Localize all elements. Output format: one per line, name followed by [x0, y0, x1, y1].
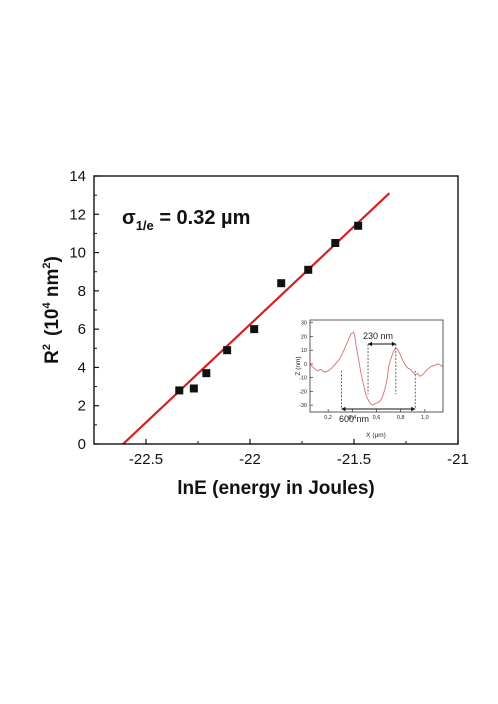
inset-annotation-230nm: 230 nm [363, 331, 393, 341]
inset-profile-line [309, 331, 444, 406]
main-y-tick-label: 10 [69, 245, 86, 262]
inset-y-axis-title: Z (nm) [295, 356, 302, 375]
inset-y-tick-label: -10 [299, 376, 307, 382]
inset-x-tick-label: 0,8 [397, 415, 405, 421]
inset-annotation-600nm: 600 nm [339, 414, 369, 424]
inset-y-tick-label: 30 [301, 321, 307, 327]
arrow-600nm-head-right [411, 406, 416, 412]
sigma-value: = 0.32 µm [154, 207, 251, 229]
y-title-unit-mid: nm [42, 269, 63, 303]
y-title-base: R [42, 350, 63, 364]
fit-line-group [122, 192, 391, 445]
data-point [354, 221, 363, 230]
inset-y-tick-label: 20 [301, 334, 307, 340]
inset-frame [309, 319, 444, 413]
main-y-tick-labels: 0 2 4 6 8 10 12 14 [69, 168, 86, 453]
inset-x-tick-label: 0,4 [348, 415, 356, 421]
inset-y-tick-label: 0 [304, 362, 307, 368]
data-point [175, 386, 184, 395]
inset-profile-group [309, 331, 444, 406]
main-plot-frame [93, 175, 459, 445]
main-chart: -22.5 -22 -21.5 -21 0 2 4 6 8 10 12 14 σ1/e = 0.32… [41, 168, 469, 499]
arrow-230nm-head-left [368, 341, 373, 347]
main-y-tick-label: 0 [78, 436, 86, 453]
main-y-tick-label: 2 [78, 398, 86, 415]
data-point [250, 325, 259, 334]
main-x-tick-label: -22.5 [129, 451, 163, 468]
arrow-230nm-head-right [391, 341, 396, 347]
data-points-group [175, 221, 363, 395]
data-point [223, 346, 232, 355]
data-point [277, 279, 286, 288]
main-y-tick-label: 14 [69, 168, 86, 185]
y-title-unit-open: (10 [42, 309, 63, 336]
inset-y-tick-labels: -30 -20 -10 0 10 20 30 [299, 321, 307, 409]
main-x-tick-label: -21.5 [337, 451, 371, 468]
data-point [189, 384, 198, 393]
inset-x-tick-label: 1,0 [421, 415, 429, 421]
main-y-tick-label: 8 [78, 283, 86, 300]
arrow-600nm-head-left [341, 406, 346, 412]
main-y-tick-label: 4 [78, 359, 86, 376]
y-title-sup: 2 [41, 344, 53, 350]
main-x-tick-label: -22 [239, 451, 261, 468]
inset-guide-lines [341, 341, 416, 412]
fit-line [122, 192, 391, 445]
inset-y-tick-label: -30 [299, 403, 307, 409]
y-title-unit-sup2: 2 [41, 262, 53, 268]
main-x-tick-label: -21 [447, 451, 469, 468]
main-y-axis-title: R2(104 nm2) [41, 256, 63, 364]
main-x-axis-title: lnE (energy in Joules) [177, 478, 374, 499]
inset-y-tick-label: 10 [301, 348, 307, 354]
data-point [331, 239, 340, 247]
inset-x-tick-label: 0,2 [324, 415, 332, 421]
sigma-subscript: 1/e [136, 218, 154, 233]
sigma-symbol: σ [122, 207, 136, 229]
inset-y-tick-label: -20 [299, 389, 307, 395]
main-y-tick-label: 6 [78, 321, 86, 338]
y-title-unit-close: ) [42, 256, 63, 262]
y-title-unit-sup1: 4 [41, 302, 53, 309]
main-y-tick-label: 12 [69, 206, 86, 223]
inset-x-tick-label: 0,6 [373, 415, 381, 421]
data-point [304, 265, 313, 274]
inset-x-tick-labels: 0,2 0,4 0,6 0,8 1,0 [324, 415, 428, 421]
inset-background [310, 320, 443, 412]
data-point [202, 369, 211, 378]
main-x-tick-labels: -22.5 -22 -21.5 -21 [129, 451, 469, 468]
sigma-annotation: σ1/e = 0.32 µm [122, 207, 250, 233]
inset-x-axis-title: X (µm) [366, 432, 386, 439]
